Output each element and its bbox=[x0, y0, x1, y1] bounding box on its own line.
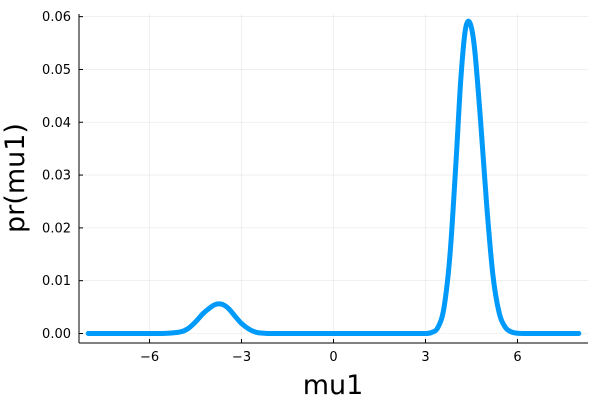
y-axis-title: pr(mu1) bbox=[0, 123, 31, 233]
y-tick-label: 0.02 bbox=[42, 221, 71, 236]
x-tick-label: 3 bbox=[421, 350, 429, 365]
x-tick-label: 0 bbox=[329, 350, 337, 365]
y-tick-label: 0.05 bbox=[42, 63, 71, 78]
x-tick-label: 6 bbox=[513, 350, 521, 365]
x-tick-label: −6 bbox=[140, 350, 159, 365]
x-axis-title: mu1 bbox=[303, 370, 364, 400]
y-tick-label: 0.04 bbox=[42, 116, 71, 131]
series-line bbox=[85, 18, 582, 337]
grid bbox=[79, 14, 588, 343]
y-tick-label: 0.01 bbox=[42, 274, 71, 289]
y-tick-label: 0.00 bbox=[42, 327, 71, 342]
x-tick-label: −3 bbox=[232, 350, 251, 365]
tick-labels: −6 −3 0 3 6 0.00 0.01 0.02 0.03 0.04 0.05 0.06 bbox=[42, 10, 522, 365]
y-tick-label: 0.06 bbox=[42, 10, 71, 25]
y-tick-label: 0.03 bbox=[42, 169, 71, 184]
series-layer bbox=[85, 18, 582, 337]
